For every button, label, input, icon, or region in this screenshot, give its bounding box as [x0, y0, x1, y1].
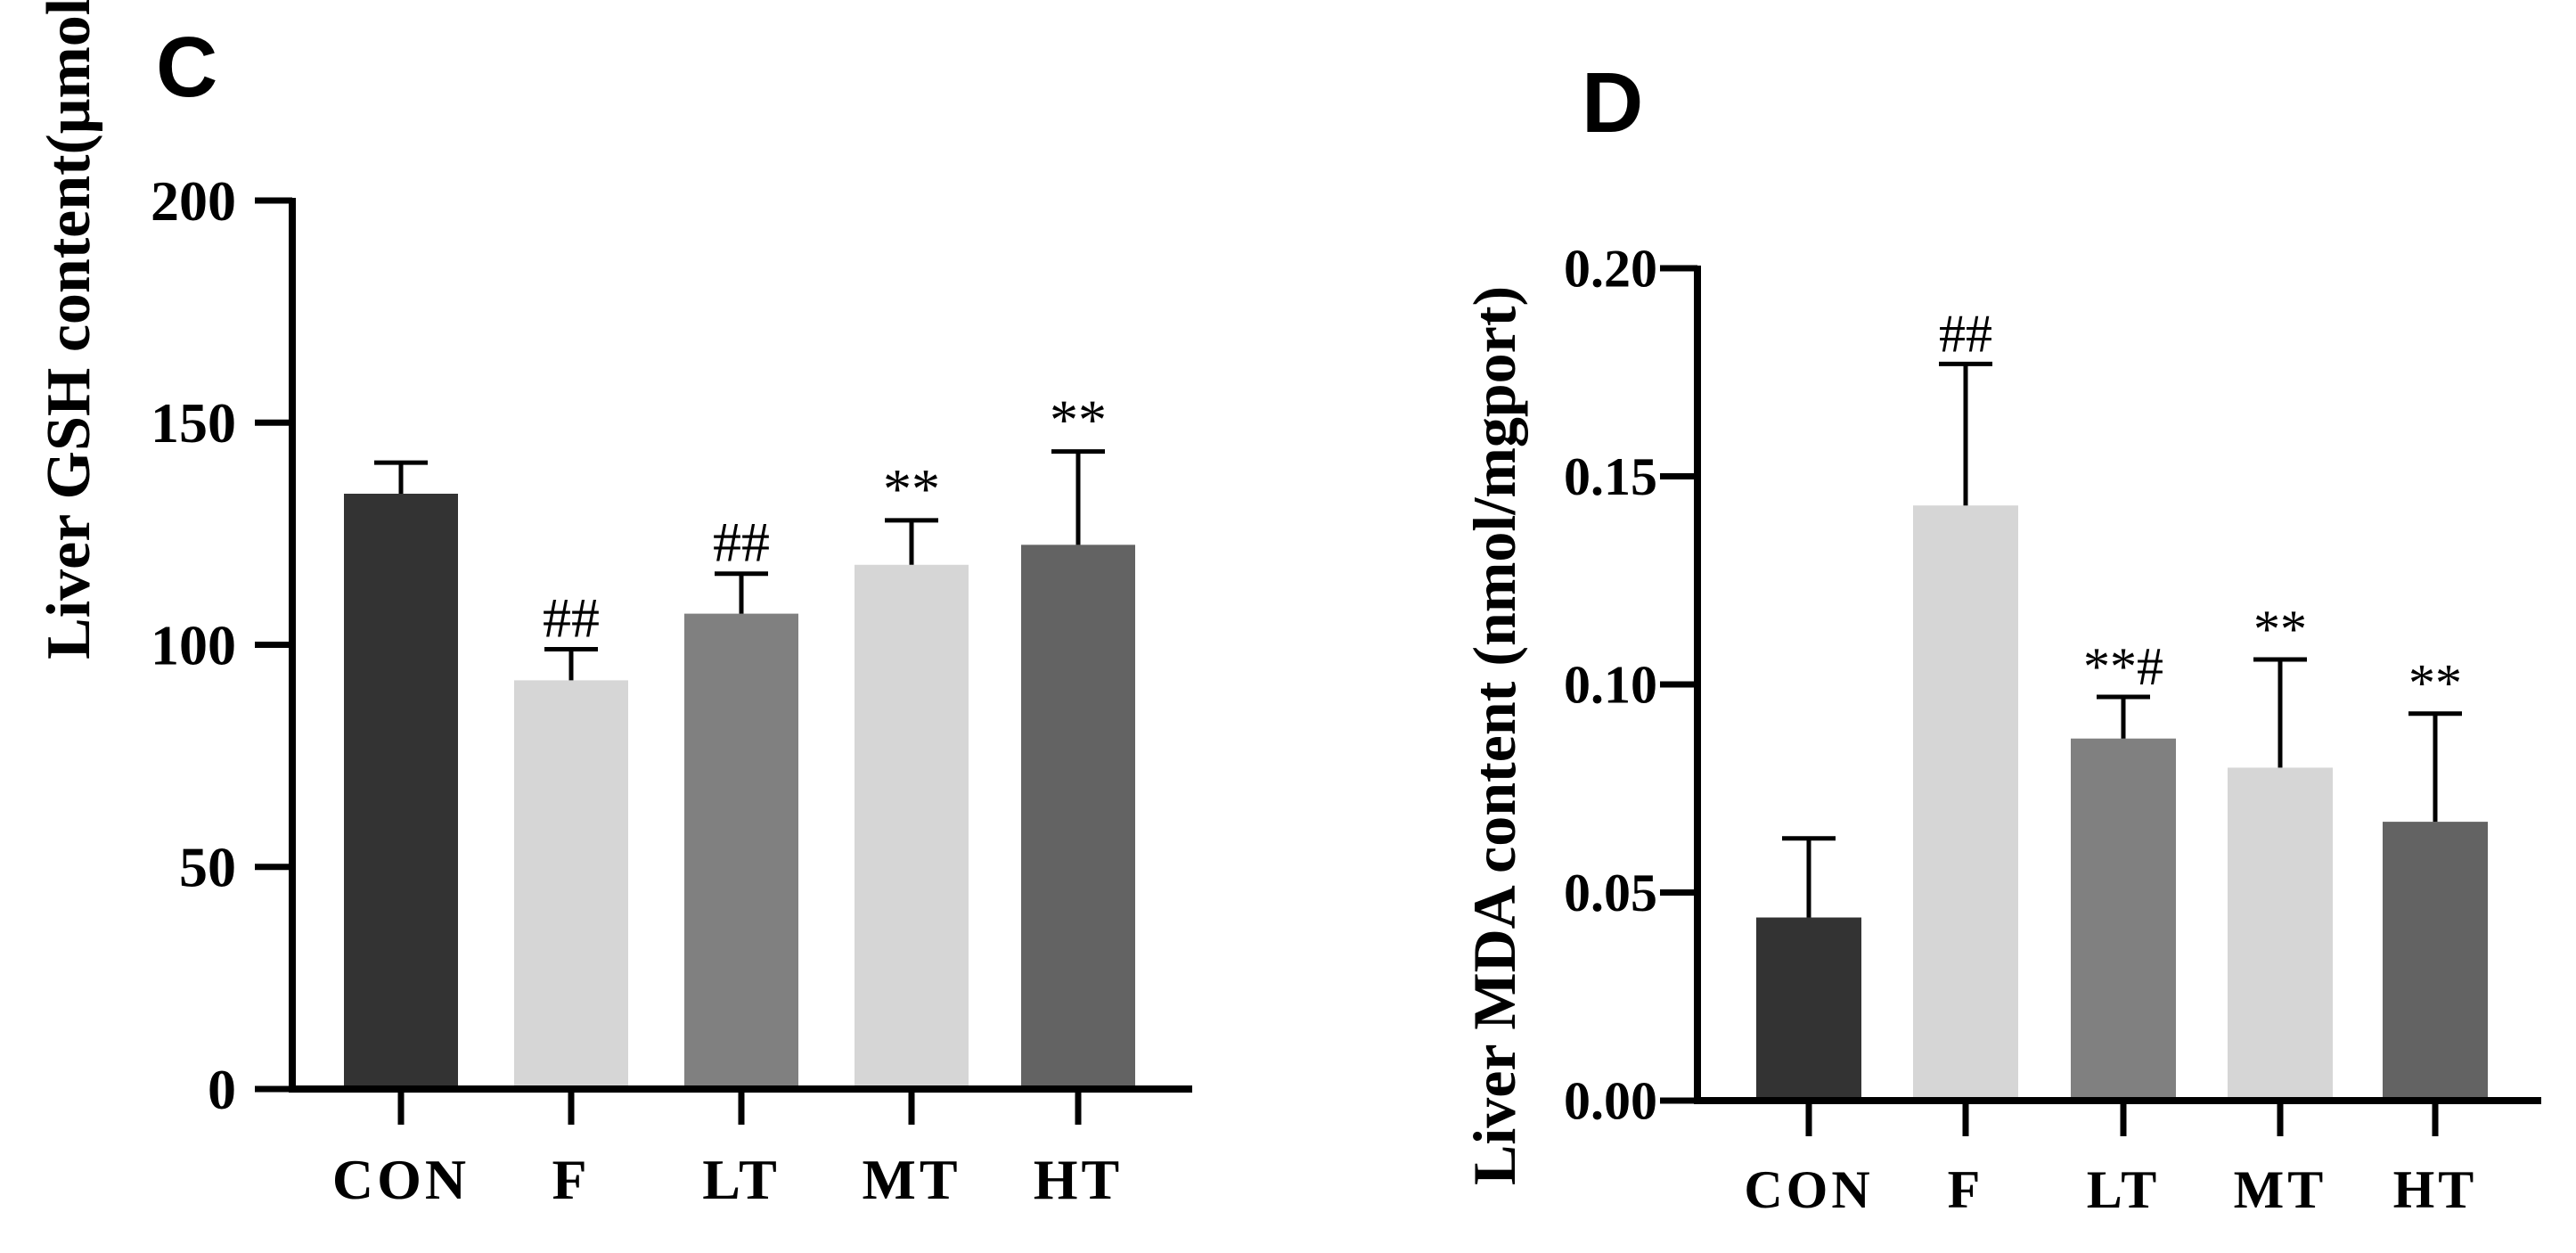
x-tick-label-mt: MT [2234, 1160, 2327, 1219]
y-axis-title-c: Liver GSH content(μmol/gport) [35, 0, 103, 659]
bar-f [514, 680, 628, 1089]
significance-label-lt: **# [2083, 637, 2163, 696]
error-bar-lt [2097, 694, 2150, 739]
y-tick-label: 0.00 [1564, 1071, 1657, 1130]
bar-mt [2228, 767, 2333, 1101]
x-tick-label-ht: HT [1034, 1148, 1123, 1211]
y-tick-label: 100 [151, 613, 236, 676]
bar-con [344, 494, 458, 1089]
y-tick-label: 200 [151, 169, 236, 233]
y-tick-label: 150 [151, 391, 236, 455]
x-tick-label-con: CON [332, 1148, 470, 1211]
x-tick-label-mt: MT [862, 1148, 961, 1211]
y-tick-label: 0.10 [1564, 655, 1657, 714]
bar-con [1756, 917, 1861, 1101]
significance-label-f: ## [1939, 304, 1992, 363]
error-bar-con [374, 460, 428, 495]
chart-panel-d: D Liver MDA content (nmol/mgport) ## **# *… [1460, 55, 2541, 1219]
significance-label-f: ## [543, 586, 600, 649]
x-tick-label-f: F [552, 1148, 590, 1211]
significance-label-lt: ## [713, 511, 770, 574]
bar-f [1913, 505, 2018, 1101]
significance-label-mt: ** [883, 457, 940, 520]
y-tick-label: 0 [208, 1058, 236, 1121]
error-bar-mt [2253, 657, 2307, 768]
y-tick-label: 0.05 [1564, 864, 1657, 922]
significance-label-ht: ** [2408, 654, 2462, 713]
chart-panel-c: C Liver GSH content(μmol/gport) ## ## ** **… [35, 0, 1192, 1211]
x-tick-label-f: F [1948, 1160, 1984, 1219]
error-bar-con [1782, 836, 1836, 918]
error-bar-ht [1051, 449, 1105, 545]
bar-lt [684, 613, 798, 1089]
panel-label-c: C [156, 20, 217, 115]
bar-mt [855, 564, 969, 1089]
error-bar-ht [2408, 711, 2462, 823]
x-tick-label-con: CON [1744, 1160, 1873, 1219]
error-bar-lt [715, 571, 768, 614]
y-tick-label: 50 [179, 836, 236, 899]
error-bar-f [544, 646, 598, 681]
bar-lt [2071, 738, 2176, 1101]
y-tick-label: 0.15 [1564, 447, 1657, 506]
x-tick-label-lt: LT [2087, 1160, 2161, 1219]
y-axis-title-d: Liver MDA content (nmol/mgport) [1460, 286, 1528, 1185]
bar-ht [2383, 822, 2488, 1101]
error-bar-mt [885, 518, 938, 565]
bar-ht [1021, 545, 1135, 1089]
significance-label-ht: ** [1050, 389, 1107, 452]
error-bar-f [1939, 361, 1992, 506]
x-tick-label-lt: LT [702, 1148, 781, 1211]
panel-label-d: D [1582, 55, 1643, 151]
x-tick-label-ht: HT [2393, 1160, 2478, 1219]
y-tick-label: 0.20 [1564, 239, 1657, 298]
significance-label-mt: ** [2253, 600, 2307, 659]
